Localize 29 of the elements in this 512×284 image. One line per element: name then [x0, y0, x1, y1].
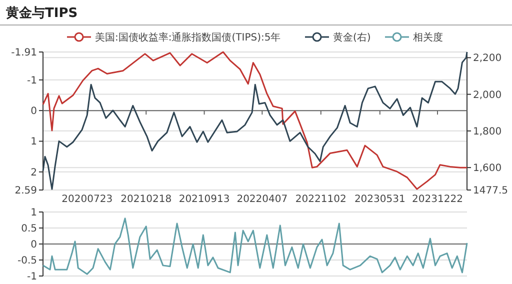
x-tick-label: 20210218 — [120, 194, 172, 205]
y2-tick-label: 1,800 — [473, 126, 502, 138]
legend-label: 相关度 — [413, 32, 443, 44]
legend-label: 美国:国债收益率:通胀指数国债(TIPS):5年 — [95, 32, 281, 44]
y2-tick-label: 2,000 — [473, 90, 502, 101]
x-tick-label: 20230531 — [354, 194, 406, 205]
y-tick-label: 0 — [30, 106, 37, 118]
line-series — [42, 51, 468, 190]
x-tick-label: 20221102 — [295, 194, 346, 205]
y-tick-label: -0.5 — [17, 256, 37, 266]
y-tick-label: 0.5 — [21, 224, 37, 234]
y-tick-label: -1.91 — [11, 48, 37, 58]
y-tick-label: -1 — [27, 272, 37, 282]
y-tick-label: 2.59 — [14, 186, 37, 196]
x-tick-label: 20220407 — [236, 194, 288, 205]
y-tick-label: 2 — [30, 167, 37, 178]
y-tick-label: 1 — [30, 208, 37, 218]
line-series — [42, 218, 468, 275]
y2-tick-label: 1477.5 — [473, 186, 508, 196]
legend-label: 黄金(右) — [333, 32, 371, 44]
chart-title: 黄金与TIPS — [5, 6, 78, 21]
x-tick-label: 20200723 — [62, 194, 113, 205]
y2-tick-label: 1,600 — [473, 163, 502, 174]
x-tick-label: 20231222 — [412, 194, 463, 205]
y-tick-label: 0 — [30, 240, 37, 250]
y-tick-label: -1 — [27, 75, 37, 86]
y-tick-label: 1 — [30, 136, 37, 148]
x-tick-label: 20210913 — [178, 194, 230, 205]
y2-tick-label: 2,200 — [473, 53, 502, 64]
